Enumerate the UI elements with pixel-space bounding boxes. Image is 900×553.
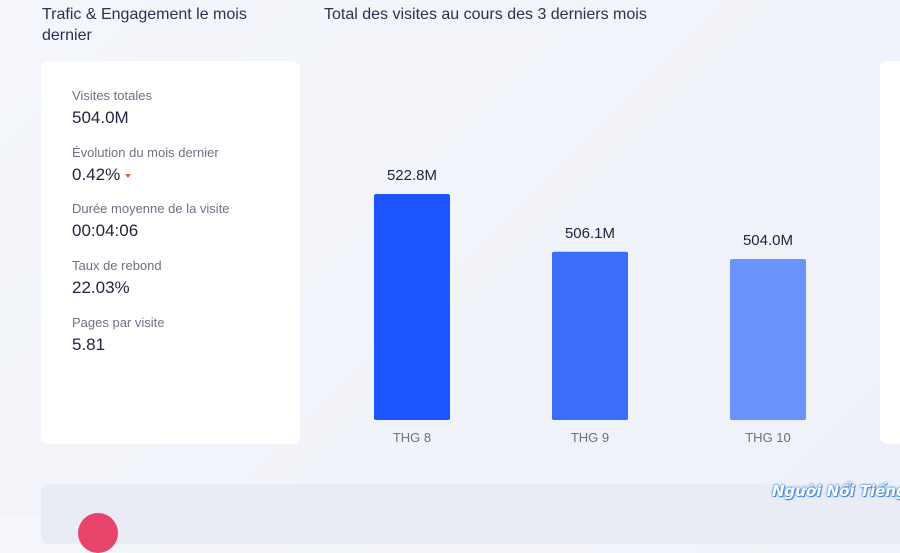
data-label: 522.8M [387,167,437,184]
metric-value: 5.81 [72,335,106,354]
metric-pages-per-visit: Pages par visite 5.81 [72,315,165,356]
data-label: 504.0M [743,232,793,249]
metric-label: Pages par visite [72,315,165,330]
x-tick-label: THG 8 [393,430,431,445]
metric-monthly-change: Évolution du mois dernier 0.42% [72,145,219,186]
metric-total-visits: Visites totales 504.0M [72,88,152,129]
adjacent-card [880,61,900,444]
section-icon [78,513,118,553]
bar-thg-10 [730,259,806,420]
visits-bar-chart: 522.8M THG 8 506.1M THG 9 504.0M THG 10 [374,167,806,445]
traffic-section-title: Trafic & Engagement le mois dernier [42,6,247,44]
metric-label: Taux de rebond [72,258,162,273]
traffic-stats-card: Visites totales 504.0M Évolution du mois… [41,61,300,444]
metric-label: Visites totales [72,88,152,103]
metric-value: 00:04:06 [72,221,139,240]
bar-thg-8 [374,194,450,420]
metric-avg-duration: Durée moyenne de la visite 00:04:06 [72,201,230,242]
metric-label: Évolution du mois dernier [72,145,219,160]
metric-value: 0.42% [72,165,121,184]
watermark-logo: Người Nổi Tiếng [772,482,900,500]
bar-thg-9 [552,251,628,420]
trend-down-icon [125,173,132,178]
x-tick-label: THG 9 [571,430,609,445]
metric-bounce-rate: Taux de rebond 22.03% [72,258,162,299]
x-tick-label: THG 10 [745,430,791,445]
metric-value-row: 0.42% [72,164,219,186]
metric-value: 22.03% [72,278,130,297]
metric-label: Durée moyenne de la visite [72,201,230,216]
metric-value: 504.0M [72,108,129,127]
chart-title: Total des visites au cours des 3 dernier… [324,6,647,23]
data-label: 506.1M [565,225,615,242]
